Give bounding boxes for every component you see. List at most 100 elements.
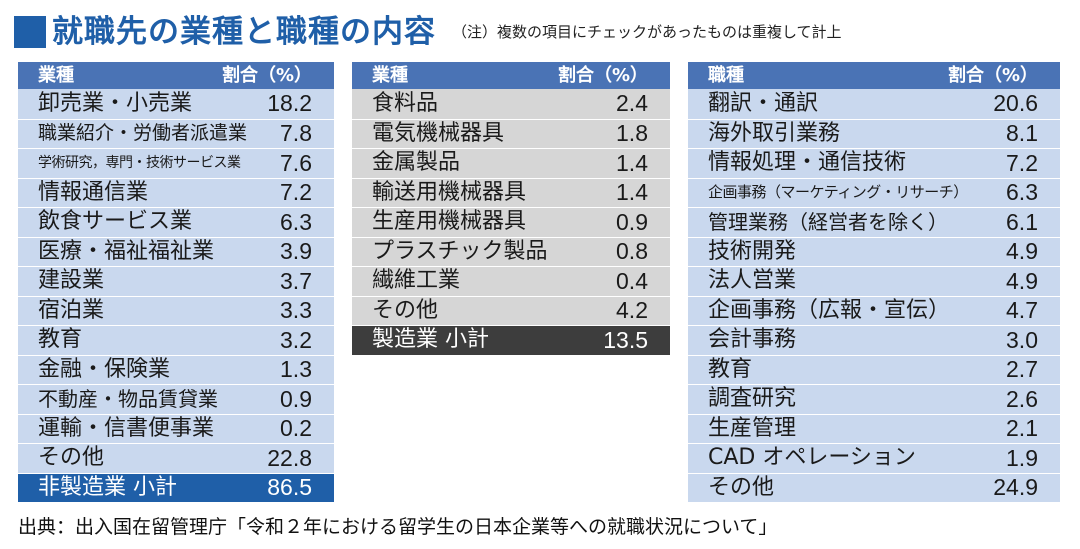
table-row: 企画事務（マーケティング・リサーチ） 6.3 bbox=[688, 177, 1060, 207]
row-label: 医療・福祉福祉業 bbox=[38, 238, 215, 264]
row-label: その他 bbox=[372, 297, 439, 323]
table-row: その他 24.9 bbox=[688, 472, 1060, 502]
row-value: 1.9 bbox=[1006, 444, 1038, 471]
table-row: 繊維工業 0.4 bbox=[352, 266, 670, 296]
table-row: 情報通信業 7.2 bbox=[18, 177, 334, 207]
table-row: 技術開発 4.9 bbox=[688, 236, 1060, 266]
table-row: CAD オペレーション 1.9 bbox=[688, 443, 1060, 473]
table-row: 医療・福祉福祉業 3.9 bbox=[18, 236, 334, 266]
row-label: 輸送用機械器具 bbox=[372, 179, 527, 205]
table-row: 建設業 3.7 bbox=[18, 266, 334, 296]
row-value: 6.1 bbox=[1006, 208, 1038, 235]
table-row: 宿泊業 3.3 bbox=[18, 295, 334, 325]
row-value: 3.0 bbox=[1006, 326, 1038, 353]
row-value: 0.9 bbox=[616, 208, 648, 235]
row-label: その他 bbox=[708, 474, 775, 500]
row-label: 情報通信業 bbox=[38, 179, 149, 205]
row-label: 食料品 bbox=[372, 90, 439, 116]
row-value: 20.6 bbox=[993, 90, 1038, 117]
row-label: 繊維工業 bbox=[372, 268, 461, 294]
row-value: 2.1 bbox=[1006, 415, 1038, 442]
table-row: 金属製品 1.4 bbox=[352, 148, 670, 178]
table-header: 業種 割合（%） bbox=[352, 62, 670, 89]
row-label: 調査研究 bbox=[708, 386, 797, 412]
title-note: （注）複数の項目にチェックがあったものは重複して計上 bbox=[452, 23, 842, 41]
header-label: 業種 bbox=[372, 64, 408, 86]
row-label: 金融・保険業 bbox=[38, 356, 171, 382]
row-label: 宿泊業 bbox=[38, 297, 105, 323]
row-label: 建設業 bbox=[38, 268, 105, 294]
row-value: 4.9 bbox=[1006, 267, 1038, 294]
row-label: 不動産・物品賃貸業 bbox=[38, 387, 218, 412]
table-row: 飲食サービス業 6.3 bbox=[18, 207, 334, 237]
row-value: 6.3 bbox=[280, 208, 312, 235]
row-label: 会計事務 bbox=[708, 327, 797, 353]
row-value: 0.9 bbox=[280, 385, 312, 412]
row-label: 学術研究，専門・技術サービス業 bbox=[38, 155, 241, 172]
table-row: その他 22.8 bbox=[18, 443, 334, 473]
row-value: 2.4 bbox=[616, 90, 648, 117]
row-label: 法人営業 bbox=[708, 268, 797, 294]
row-value: 7.2 bbox=[1006, 149, 1038, 176]
row-value: 7.8 bbox=[280, 120, 312, 147]
subtotal-value: 86.5 bbox=[267, 474, 312, 501]
table-row: 教育 2.7 bbox=[688, 354, 1060, 384]
row-value: 1.4 bbox=[616, 149, 648, 176]
row-value: 1.8 bbox=[616, 120, 648, 147]
table-row: 情報処理・通信技術 7.2 bbox=[688, 148, 1060, 178]
subtotal-row: 非製造業 小計 86.5 bbox=[18, 472, 334, 502]
table-row: 不動産・物品賃貸業 0.9 bbox=[18, 384, 334, 414]
row-label: 教育 bbox=[708, 356, 753, 382]
row-label: 情報処理・通信技術 bbox=[708, 150, 907, 176]
header-label: 職種 bbox=[708, 64, 744, 86]
row-value: 4.9 bbox=[1006, 238, 1038, 265]
row-value: 3.9 bbox=[280, 238, 312, 265]
table-row: 食料品 2.4 bbox=[352, 89, 670, 119]
table-row: 職業紹介・労働者派遣業 7.8 bbox=[18, 118, 334, 148]
row-label: プラスチック製品 bbox=[372, 238, 548, 264]
row-value: 6.3 bbox=[1006, 179, 1038, 206]
row-label: 技術開発 bbox=[708, 238, 797, 264]
row-value: 7.2 bbox=[280, 179, 312, 206]
title-row: 就職先の業種と職種の内容 （注）複数の項目にチェックがあったものは重複して計上 bbox=[14, 8, 842, 52]
table-row: 管理業務（経営者を除く） 6.1 bbox=[688, 207, 1060, 237]
row-value: 0.2 bbox=[280, 415, 312, 442]
row-label: 職業紹介・労働者派遣業 bbox=[38, 122, 248, 145]
row-label: 金属製品 bbox=[372, 150, 461, 176]
row-label: 生産用機械器具 bbox=[372, 209, 527, 235]
table-row: 金融・保険業 1.3 bbox=[18, 354, 334, 384]
row-value: 0.4 bbox=[616, 267, 648, 294]
row-value: 4.2 bbox=[616, 297, 648, 324]
page-title: 就職先の業種と職種の内容 bbox=[52, 14, 436, 50]
table-row: 卸売業・小売業 18.2 bbox=[18, 89, 334, 119]
row-label: 企画事務（マーケティング・リサーチ） bbox=[708, 183, 968, 202]
row-value: 1.4 bbox=[616, 179, 648, 206]
table-row: 海外取引業務 8.1 bbox=[688, 118, 1060, 148]
row-value: 3.2 bbox=[280, 326, 312, 353]
row-value: 0.8 bbox=[616, 238, 648, 265]
row-value: 3.3 bbox=[280, 297, 312, 324]
header-value: 割合（%） bbox=[221, 64, 312, 86]
row-value: 3.7 bbox=[280, 267, 312, 294]
table-row: 電気機械器具 1.8 bbox=[352, 118, 670, 148]
table-header: 業種 割合（%） bbox=[18, 62, 334, 89]
row-label: 企画事務（広報・宣伝） bbox=[708, 297, 951, 323]
row-label: CAD オペレーション bbox=[708, 445, 916, 471]
row-label: 卸売業・小売業 bbox=[38, 90, 193, 116]
source-citation: 出典：出入国在留管理庁「令和２年における留学生の日本企業等への就職状況について」 bbox=[18, 516, 778, 538]
industry-table-manufacturing: 業種 割合（%） 食料品 2.4 電気機械器具 1.8 金属製品 1.4 輸送用機械器… bbox=[352, 62, 670, 355]
table-row: 企画事務（広報・宣伝） 4.7 bbox=[688, 295, 1060, 325]
table-row: 学術研究，専門・技術サービス業 7.6 bbox=[18, 148, 334, 178]
row-value: 7.6 bbox=[280, 149, 312, 176]
header-value: 割合（%） bbox=[557, 64, 648, 86]
table-header: 職種 割合（%） bbox=[688, 62, 1060, 89]
subtotal-label: 製造業 小計 bbox=[372, 327, 489, 353]
table-row: 法人営業 4.9 bbox=[688, 266, 1060, 296]
table-row: 調査研究 2.6 bbox=[688, 384, 1060, 414]
title-square-icon bbox=[14, 16, 46, 48]
row-value: 24.9 bbox=[993, 474, 1038, 501]
table-row: 運輸・信書便事業 0.2 bbox=[18, 413, 334, 443]
subtotal-label: 非製造業 小計 bbox=[38, 474, 177, 500]
table-row: プラスチック製品 0.8 bbox=[352, 236, 670, 266]
row-value: 1.3 bbox=[280, 356, 312, 383]
